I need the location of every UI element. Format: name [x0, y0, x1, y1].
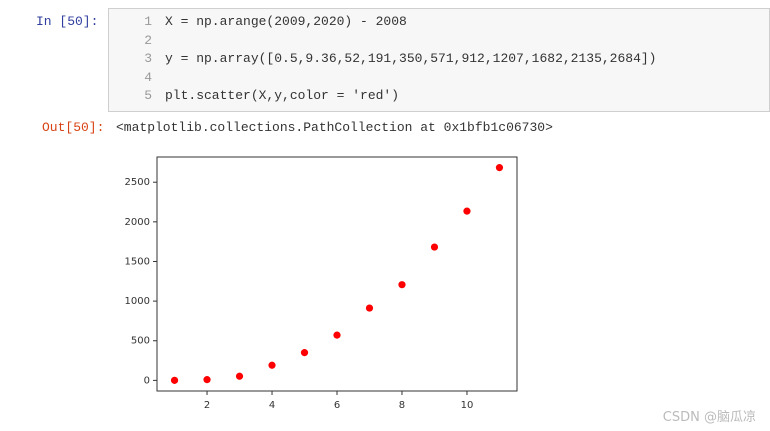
x-tick-label: 10: [461, 400, 474, 411]
code-cell[interactable]: [108, 8, 770, 112]
x-tick-label: 2: [204, 400, 210, 411]
code-line: X = np.arange(2009,2020) - 2008: [165, 14, 407, 29]
y-tick-label: 1500: [125, 256, 150, 267]
point: [430, 243, 439, 251]
line-number: 5: [144, 88, 152, 103]
point: [235, 372, 244, 380]
point: [203, 376, 211, 384]
in-prompt: In [50]:: [36, 14, 99, 29]
output-text: <matplotlib.collections.PathCollection a…: [116, 120, 553, 135]
line-number: 1: [144, 14, 152, 29]
line-number: 4: [144, 69, 152, 85]
y-tick-label: 500: [131, 336, 150, 347]
y-tick-label: 2000: [125, 217, 150, 228]
watermark: CSDN @脑瓜凉: [662, 410, 756, 425]
point: [268, 361, 276, 369]
point: [463, 207, 471, 215]
line-number: 2: [144, 32, 152, 48]
point: [300, 349, 309, 357]
code-line: y = np.array([0.5,9.36,52,191,350,571,91…: [165, 51, 657, 66]
point: [398, 281, 406, 289]
point: [495, 164, 504, 172]
out-prompt: Out[50]:: [42, 120, 105, 135]
y-tick-label: 2500: [125, 177, 150, 188]
y-tick-label: 0: [144, 375, 150, 386]
x-tick-label: 4: [269, 400, 275, 411]
line-number: 3: [144, 51, 152, 66]
x-tick-label: 6: [334, 400, 340, 411]
axes-frame: [156, 156, 518, 392]
code-line: plt.scatter(X,y,color = 'red'): [165, 88, 400, 103]
y-tick-label: 1000: [125, 296, 150, 307]
point: [333, 331, 341, 339]
point: [365, 304, 374, 312]
point: [170, 376, 179, 384]
x-tick-label: 8: [399, 400, 405, 411]
